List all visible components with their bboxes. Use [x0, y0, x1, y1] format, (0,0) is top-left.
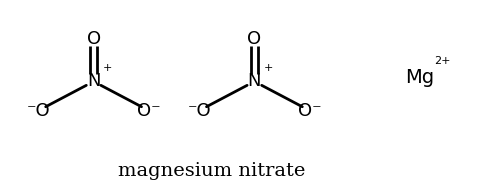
Text: ⁻O: ⁻O — [26, 102, 50, 120]
Text: N: N — [87, 73, 100, 90]
Text: O: O — [86, 30, 101, 48]
Text: +: + — [103, 63, 113, 73]
Text: O: O — [247, 30, 262, 48]
Text: +: + — [264, 63, 274, 73]
Text: 2+: 2+ — [434, 56, 451, 66]
Text: O⁻: O⁻ — [298, 102, 322, 120]
Text: Mg: Mg — [406, 68, 434, 87]
Text: O⁻: O⁻ — [137, 102, 161, 120]
Text: ⁻O: ⁻O — [187, 102, 211, 120]
Text: N: N — [248, 73, 261, 90]
Text: magnesium nitrate: magnesium nitrate — [118, 162, 305, 180]
